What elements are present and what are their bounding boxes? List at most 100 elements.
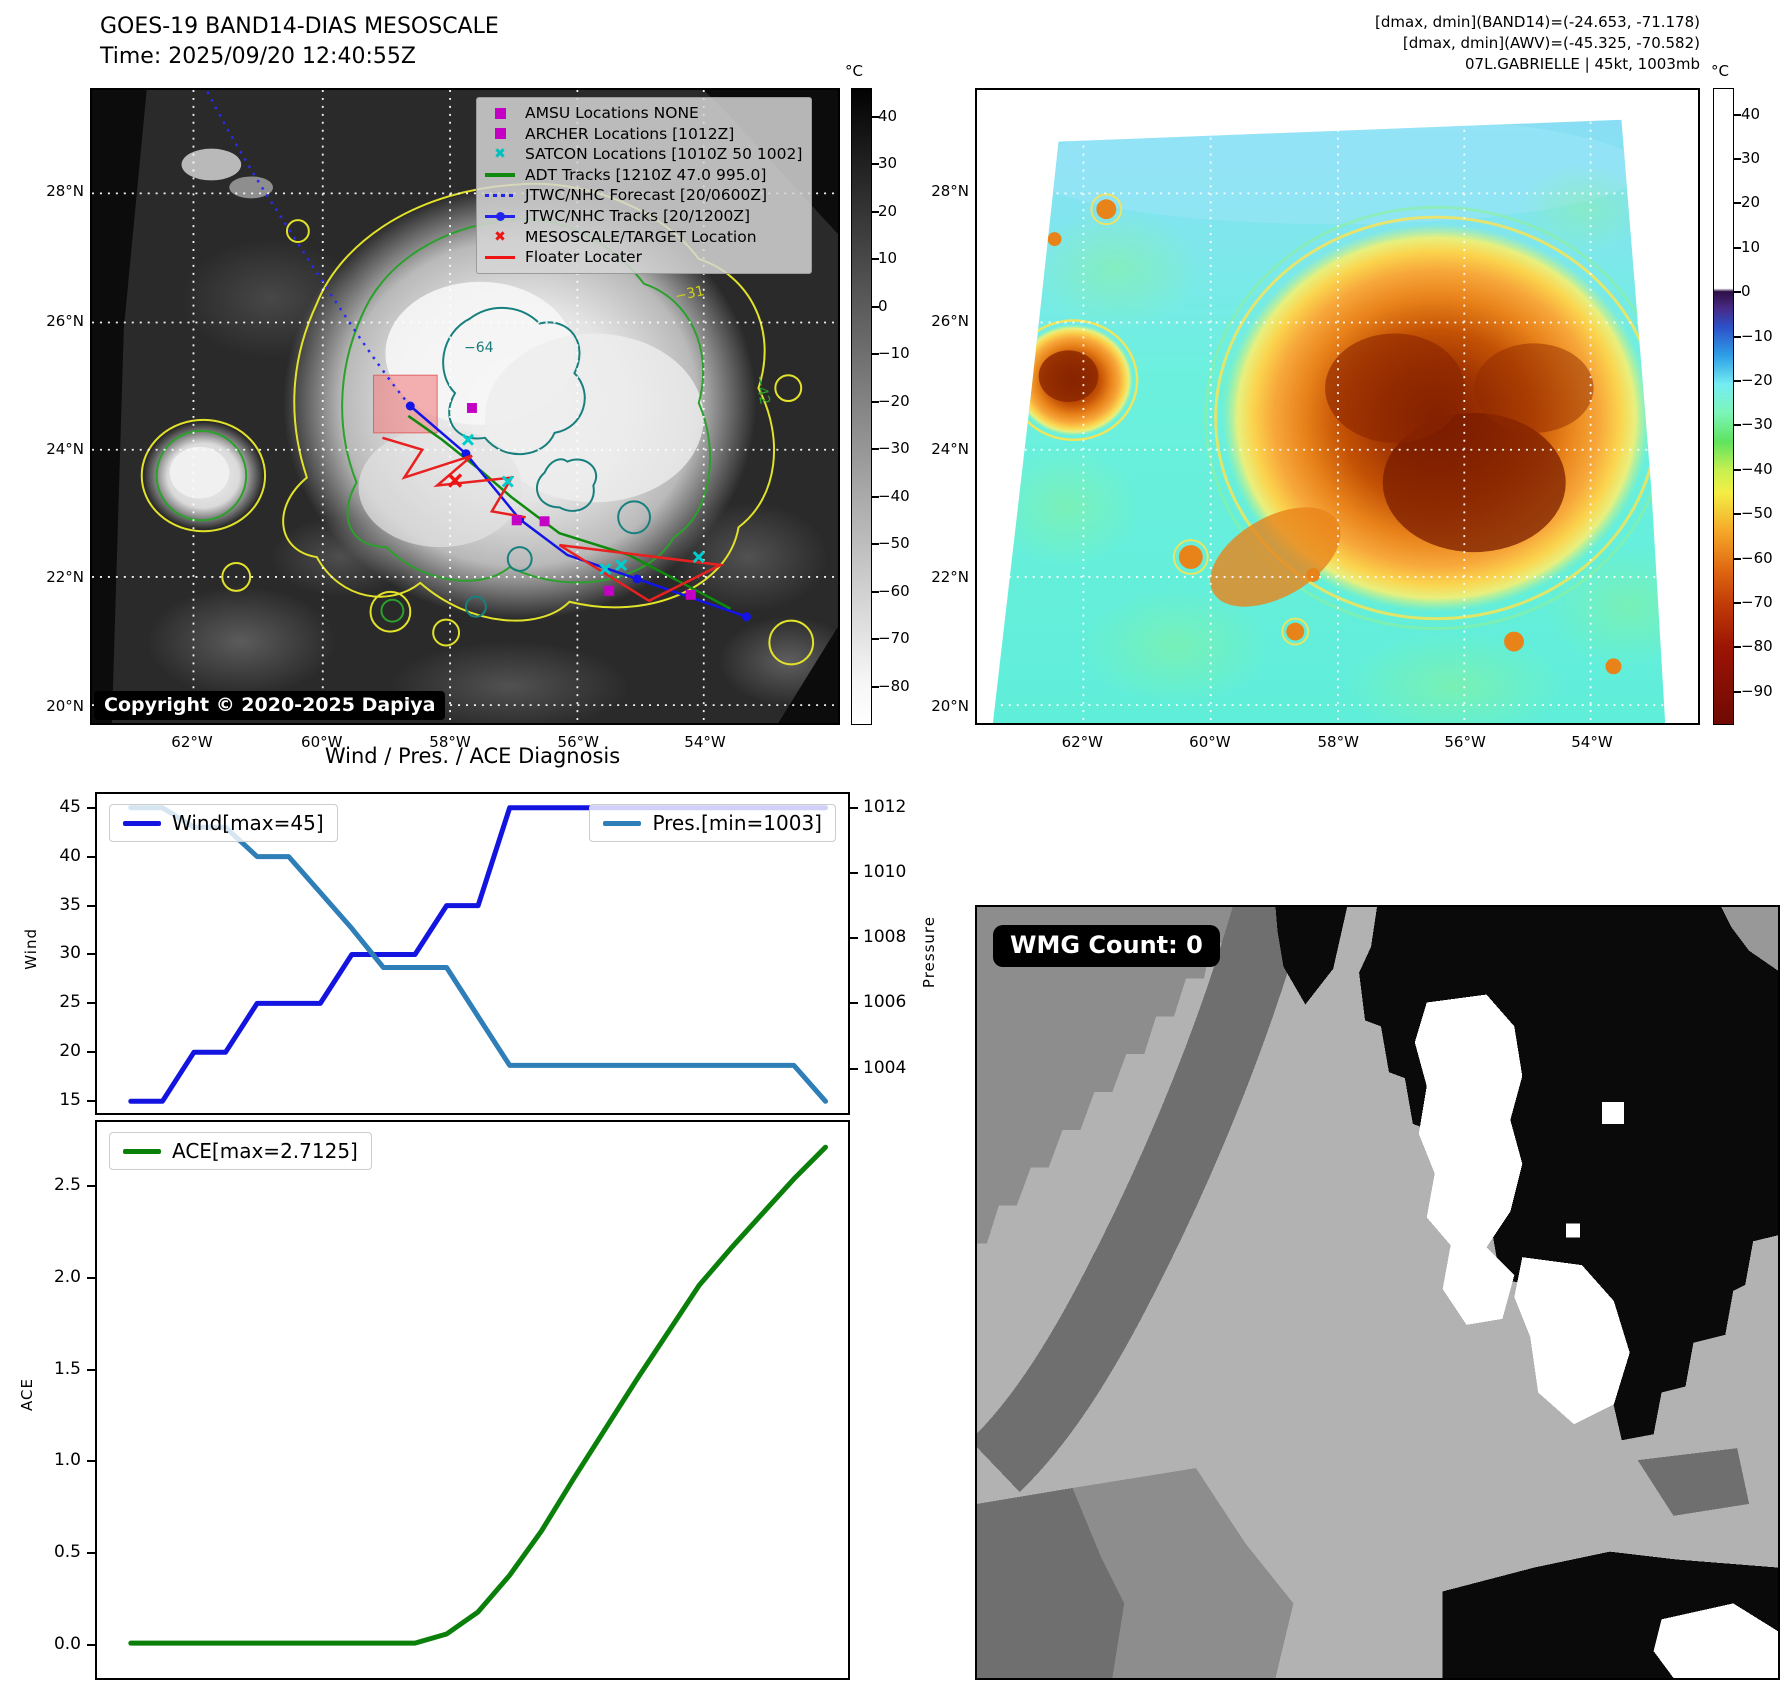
pressure-axis-label: Pressure xyxy=(920,916,938,989)
map-legend: AMSU Locations NONE ARCHER Locations [101… xyxy=(476,97,813,274)
colorbar-tick xyxy=(872,590,879,593)
dmax-dmin-awv: [dmax, dmin](AWV)=(-45.325, -70.582) xyxy=(1402,34,1700,52)
chart-tick-label: 2.5 xyxy=(53,1175,81,1196)
colorbar-tick-label: 20 xyxy=(878,201,898,220)
map-legend-label: JTWC/NHC Forecast [20/0600Z] xyxy=(525,186,768,205)
axis-tick-label: 24°N xyxy=(46,439,84,458)
axis-tick-label: 54°W xyxy=(1571,733,1613,751)
colorbar-tick-label: 30 xyxy=(878,154,898,173)
legend-label: Pres.[min=1003] xyxy=(652,811,822,835)
colorbar-tick-label: 20 xyxy=(1741,193,1761,212)
chart-tick xyxy=(87,1552,95,1555)
dmax-dmin-band14: [dmax, dmin](BAND14)=(-24.653, -71.178) xyxy=(1375,13,1700,31)
colorbar-tick xyxy=(1734,557,1741,560)
map-legend-item: Floater Locater xyxy=(483,247,802,268)
colorbar-tick-label: 10 xyxy=(878,249,898,268)
colorbar-tick xyxy=(872,258,879,261)
colorbar-tick xyxy=(1734,601,1741,604)
chart-tick xyxy=(87,1276,95,1279)
axis-tick-label: 28°N xyxy=(46,181,84,200)
legend-label: ACE[max=2.7125] xyxy=(172,1139,358,1163)
chart-tick xyxy=(87,1002,95,1005)
colorbar-tick xyxy=(1734,158,1741,161)
wmg-panel: WMG Count: 0 xyxy=(975,905,1780,1680)
chart-tick-label: 1006 xyxy=(863,992,907,1013)
colorbar-tick-label: −30 xyxy=(1741,415,1773,434)
colorbar-tick xyxy=(872,543,879,546)
map-legend-item: JTWC/NHC Tracks [20/1200Z] xyxy=(483,206,802,227)
colorbar-tick-label: −10 xyxy=(1741,326,1773,345)
colorbar-tick-label: −70 xyxy=(878,629,910,648)
colorbar-tick xyxy=(872,115,879,118)
chart-tick-label: 2.0 xyxy=(53,1266,81,1287)
chart-tick-label: 35 xyxy=(59,894,81,915)
colorbar-tick xyxy=(872,685,879,688)
colorbar-tick xyxy=(872,448,879,451)
colorbar-tick-label: −50 xyxy=(878,534,910,553)
colorbar-tick-label: −30 xyxy=(878,439,910,458)
chart-tick xyxy=(850,1002,858,1005)
axis-tick-label: 28°N xyxy=(931,181,969,200)
colorbar-tick xyxy=(1734,246,1741,249)
chart-tick-label: 30 xyxy=(59,943,81,964)
map-legend-label: ARCHER Locations [1012Z] xyxy=(525,124,735,143)
colorbar-tick-label: 10 xyxy=(1741,237,1761,256)
axis-tick-label: 22°N xyxy=(931,567,969,586)
square-marker-icon xyxy=(483,107,517,119)
colorbar-tick-label: 30 xyxy=(1741,149,1761,168)
colorbar-tick xyxy=(1734,335,1741,338)
chart-tick xyxy=(850,937,858,940)
chart-tick xyxy=(87,855,95,858)
colorbar-tick xyxy=(872,400,879,403)
colorbar-tick-label: −80 xyxy=(1741,637,1773,656)
colorbar-tick xyxy=(1734,646,1741,649)
colorbar-tick-label: −50 xyxy=(1741,504,1773,523)
x-marker-icon: ✖ xyxy=(494,228,506,245)
chart-tick-label: 25 xyxy=(59,992,81,1013)
dotted-marker-icon xyxy=(483,193,517,198)
colorbar-tick-label: −60 xyxy=(1741,548,1773,567)
chart-tick-label: 40 xyxy=(59,845,81,866)
map-legend-item: ✖ MESOSCALE/TARGET Location xyxy=(483,227,802,248)
colorbar-tick-label: −70 xyxy=(1741,592,1773,611)
colorbar-tick xyxy=(1734,690,1741,693)
colorbar-tick xyxy=(872,353,879,356)
series-line xyxy=(128,1144,828,1646)
chart-tick-label: 1.0 xyxy=(53,1450,81,1471)
colorbar-tick xyxy=(1734,202,1741,205)
linedot-marker-icon xyxy=(483,211,517,221)
axis-tick-label: 60°W xyxy=(301,733,343,751)
chart-tick xyxy=(87,1185,95,1188)
chart-tick xyxy=(87,1368,95,1371)
axis-tick-label: 20°N xyxy=(46,696,84,715)
colorbar-tick-label: −20 xyxy=(1741,370,1773,389)
colorbar-tick xyxy=(1734,291,1741,294)
colorbar-tick-label: −40 xyxy=(1741,459,1773,478)
axis-tick-label: 58°W xyxy=(1317,733,1359,751)
awv-header: [dmax, dmin](BAND14)=(-24.653, -71.178) … xyxy=(1375,12,1700,75)
chart-tick xyxy=(850,1067,858,1070)
colorbar-tick-label: 0 xyxy=(1741,282,1751,301)
colorbar-tick-label: −60 xyxy=(878,581,910,600)
map-legend-label: MESOSCALE/TARGET Location xyxy=(525,227,757,246)
legend-label: Wind[max=45] xyxy=(172,811,324,835)
line-marker-icon xyxy=(483,255,517,260)
colorbar-tick-label: −90 xyxy=(1741,681,1773,700)
colorbar-tick-label: −40 xyxy=(878,486,910,505)
axis-tick-label: 26°N xyxy=(931,311,969,330)
colorbar-tick xyxy=(872,210,879,213)
map-legend-label: AMSU Locations NONE xyxy=(525,104,699,122)
awv-colorbar-unit: °C xyxy=(1711,62,1729,80)
colorbar-tick-label: 0 xyxy=(878,296,888,315)
colorbar-tick-label: −10 xyxy=(878,344,910,363)
line-marker-icon xyxy=(483,173,517,177)
chart-tick-label: 15 xyxy=(59,1090,81,1111)
map-legend-item: AMSU Locations NONE xyxy=(483,103,802,124)
awv-satellite-image xyxy=(977,90,1698,723)
chart-tick xyxy=(850,806,858,809)
chart-tick xyxy=(87,1460,95,1463)
chart-legend: Wind[max=45] xyxy=(109,804,338,842)
map-legend-item: ARCHER Locations [1012Z] xyxy=(483,124,802,145)
colorbar-tick xyxy=(1734,113,1741,116)
wmg-mask-image xyxy=(977,907,1778,1678)
